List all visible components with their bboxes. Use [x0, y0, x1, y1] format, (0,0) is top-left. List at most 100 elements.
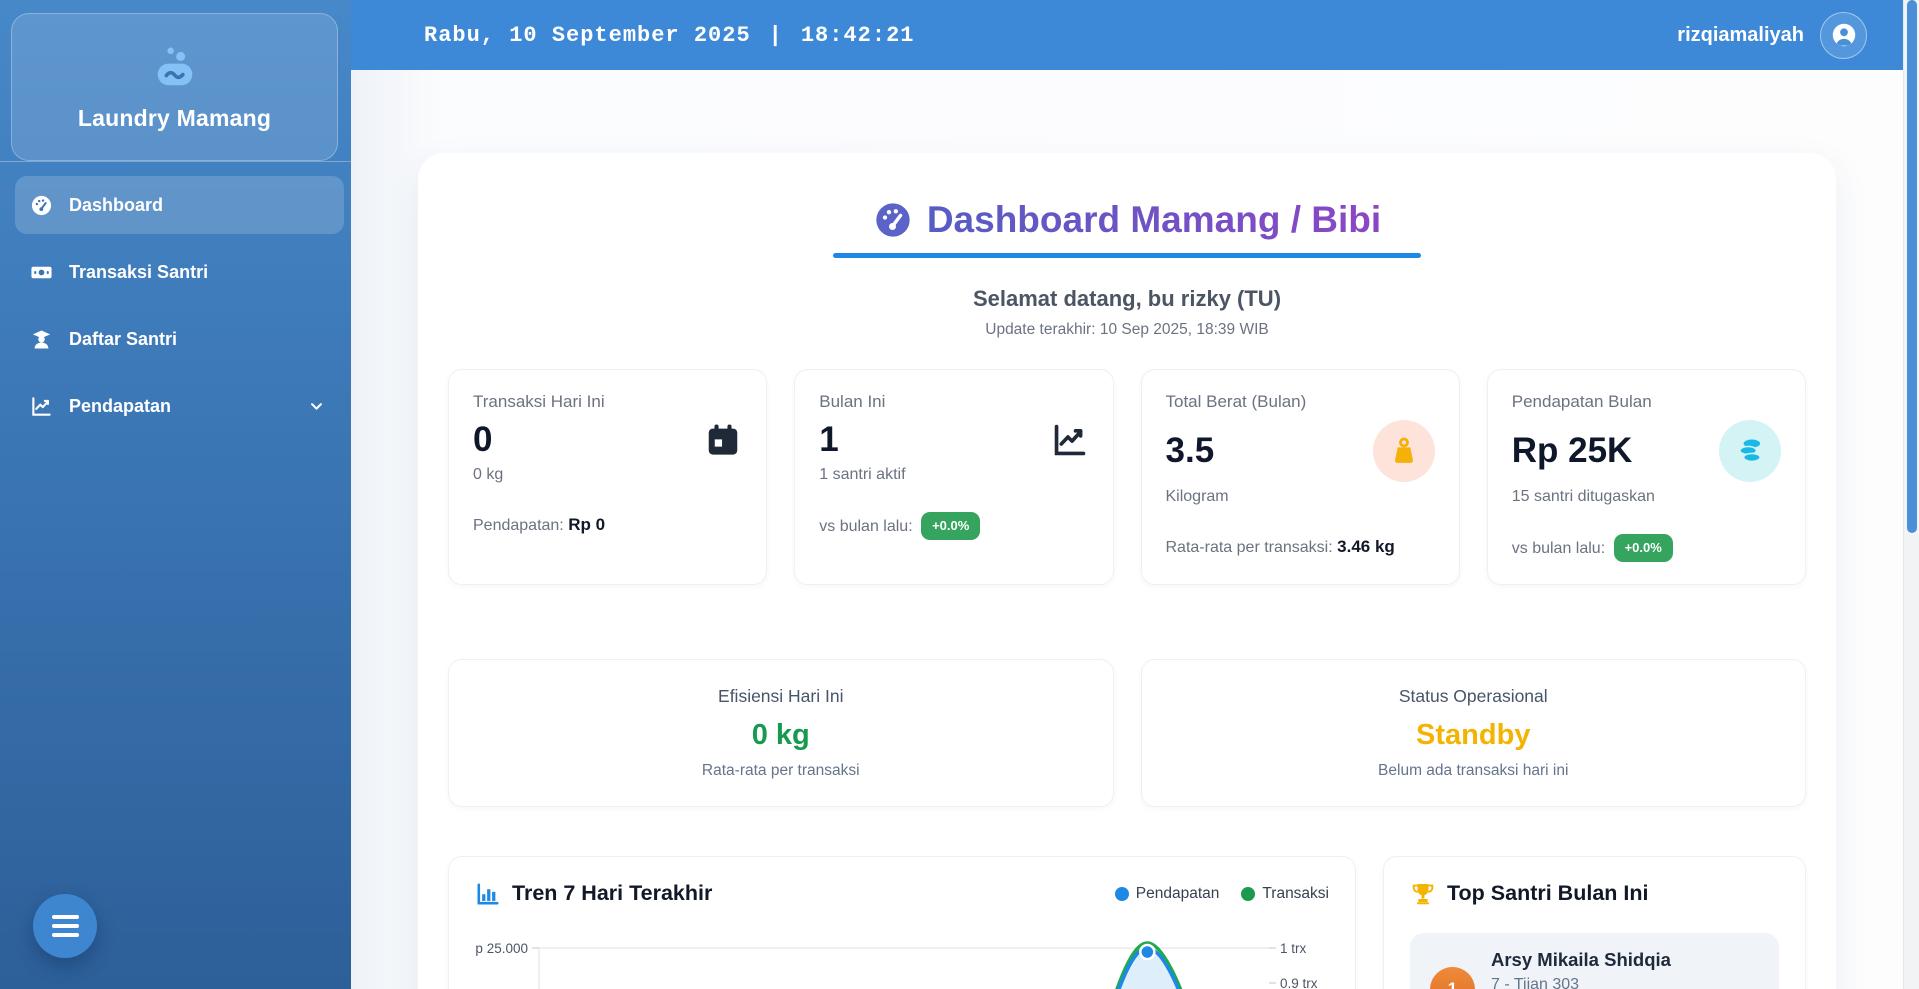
chart-header: Tren 7 Hari Terakhir Pendapatan Transaks…: [475, 881, 1329, 907]
stat-card-bulan-ini: Bulan Ini 1 1 santri aktif vs bulan lalu: [794, 369, 1114, 585]
legend-transaksi[interactable]: Transaksi: [1241, 885, 1329, 903]
stat-foot-value: 3.46 kg: [1337, 537, 1395, 556]
page-title-row: Dashboard Mamang / Bibi: [448, 199, 1806, 241]
bottom-row: Tren 7 Hari Terakhir Pendapatan Transaks…: [448, 855, 1806, 989]
chart-title: Tren 7 Hari Terakhir: [512, 881, 713, 905]
scrollbar-thumb[interactable]: [1907, 0, 1917, 533]
stat-value: Rp 25K: [1511, 431, 1633, 470]
svg-text:Rp 25.000: Rp 25.000: [475, 941, 528, 956]
dashboard-card: Dashboard Mamang / Bibi Selamat datang, …: [418, 153, 1836, 989]
stat-label: Total Berat (Bulan): [1165, 392, 1307, 411]
stat-card-transaksi-hari-ini: Transaksi Hari Ini 0 0 kg: [448, 369, 768, 585]
rank-badge: 1: [1430, 966, 1475, 989]
info-card-status-operasional: Status Operasional Standby Belum ada tra…: [1140, 658, 1806, 807]
info-card-efisiensi: Efisiensi Hari Ini 0 kg Rata-rata per tr…: [448, 658, 1114, 807]
datetime-display: Rabu, 10 September 2025 | 18:42:21: [424, 23, 914, 48]
stat-value: 3.5: [1165, 431, 1215, 470]
svg-text:0.9 trx: 0.9 trx: [1280, 976, 1318, 989]
stat-sub: 0 kg: [473, 466, 504, 483]
stat-card-pendapatan-bulan: Pendapatan Bulan Rp 25K 15: [1486, 369, 1806, 585]
app-title: Laundry Mamang: [77, 104, 272, 131]
stat-foot-value: Rp 0: [568, 515, 606, 534]
sidebar-menu: Dashboard Transaksi Santri Daftar Santri: [0, 176, 351, 435]
date-text: Rabu, 10 September 2025: [424, 22, 751, 48]
growth-badge: +0.0%: [1613, 534, 1673, 562]
sidebar-item-transaksi-santri[interactable]: Transaksi Santri: [15, 243, 344, 301]
sidebar-item-label: Dashboard: [69, 194, 164, 215]
sidebar-item-label: Transaksi Santri: [69, 261, 209, 282]
stat-value: 0: [473, 420, 493, 459]
info-label: Efisiensi Hari Ini: [718, 685, 844, 706]
hamburger-icon: [51, 915, 79, 919]
user-circle-icon: [1832, 23, 1855, 47]
stat-card-total-berat: Total Berat (Bulan) 3.5 Kilogram: [1140, 369, 1460, 585]
sidebar-item-daftar-santri[interactable]: Daftar Santri: [15, 310, 344, 368]
money-bill-icon: [31, 266, 52, 278]
topbar: Rabu, 10 September 2025 | 18:42:21 rizqi…: [351, 0, 1903, 70]
stat-sub: 1 santri aktif: [819, 466, 906, 483]
stat-label: Pendapatan Bulan: [1511, 392, 1652, 411]
page-scrollbar: [1903, 0, 1919, 989]
avatar[interactable]: [1820, 11, 1867, 59]
top-santri-title: Top Santri Bulan Ini: [1447, 881, 1649, 905]
soap-logo-icon: [157, 47, 192, 85]
page-title: Dashboard Mamang / Bibi: [926, 199, 1382, 240]
legend-dot-blue: [1114, 886, 1129, 901]
top-santri-header: Top Santri Bulan Ini: [1410, 881, 1779, 907]
santri-room: 7 - Tijan 303: [1491, 975, 1580, 989]
chevron-down-icon: [311, 403, 322, 410]
stat-value: 1: [819, 420, 839, 459]
info-label: Status Operasional: [1398, 685, 1548, 706]
title-underline: [833, 253, 1421, 258]
top-santri-list-item: 1 Arsy Mikaila Shidqia 7 - Tijan 303 1x …: [1410, 932, 1779, 989]
calendar-icon: [709, 424, 738, 455]
page-content: Dashboard Mamang / Bibi Selamat datang, …: [351, 70, 1903, 989]
stat-foot: vs bulan lalu: +0.0%: [1512, 534, 1781, 562]
app-logo: Laundry Mamang: [11, 13, 338, 161]
svg-text:1 trx: 1 trx: [1280, 941, 1307, 956]
top-santri-card: Top Santri Bulan Ini 1 Arsy Mikaila Shid…: [1383, 855, 1806, 989]
sidebar-item-pendapatan[interactable]: Pendapatan: [15, 377, 344, 435]
legend-dot-green: [1241, 886, 1256, 901]
info-value: Standby: [1416, 718, 1531, 751]
trophy-icon: [1412, 883, 1434, 904]
welcome-text: Selamat datang, bu rizky (TU): [972, 286, 1282, 311]
santri-name: Arsy Mikaila Shidqia: [1491, 948, 1671, 970]
info-row: Efisiensi Hari Ini 0 kg Rata-rata per tr…: [448, 658, 1806, 807]
info-value: 0 kg: [751, 718, 810, 751]
growth-badge: +0.0%: [921, 512, 981, 540]
sidebar-item-dashboard[interactable]: Dashboard: [15, 176, 344, 234]
info-sub: Belum ada transaksi hari ini: [1378, 761, 1569, 779]
sidebar: Laundry Mamang Dashboard: [0, 0, 351, 989]
chart-line-icon: [1054, 424, 1085, 456]
stat-sub: Kilogram: [1165, 488, 1229, 505]
main-area: Rabu, 10 September 2025 | 18:42:21 rizqi…: [351, 0, 1903, 989]
user-menu[interactable]: rizqiamaliyah: [1677, 11, 1867, 59]
chart-line-icon: [32, 396, 51, 416]
stat-foot: Rata-rata per transaksi: 3.46 kg: [1165, 537, 1395, 556]
trend-chart-card: Tren 7 Hari Terakhir Pendapatan Transaks…: [448, 855, 1356, 989]
sidebar-toggle-button[interactable]: [33, 894, 97, 958]
weight-icon: [1394, 437, 1413, 463]
datetime-separator: |: [768, 22, 783, 48]
stat-label: Transaksi Hari Ini: [473, 392, 605, 411]
stat-sub: 15 santri ditugaskan: [1511, 488, 1655, 505]
last-update-text: Update terakhir: 10 Sep 2025, 18:39 WIB: [985, 321, 1269, 338]
info-sub: Rata-rata per transaksi: [701, 761, 860, 779]
stats-row: Transaksi Hari Ini 0 0 kg: [448, 369, 1806, 585]
gauge-icon: [31, 195, 52, 215]
legend-pendapatan[interactable]: Pendapatan: [1114, 885, 1219, 903]
stat-foot: vs bulan lalu: +0.0%: [819, 512, 1088, 540]
sidebar-item-label: Daftar Santri: [69, 328, 178, 349]
time-text: 18:42:21: [800, 22, 915, 48]
sidebar-item-label: Pendapatan: [69, 395, 172, 416]
user-graduate-icon: [32, 329, 51, 349]
coins-icon: [1739, 439, 1761, 463]
stat-label: Bulan Ini: [819, 392, 886, 411]
chart-legend: Pendapatan Transaksi: [1114, 885, 1329, 903]
stat-foot: Pendapatan: Rp 0: [473, 515, 606, 534]
gauge-icon: [876, 203, 910, 237]
chart-bar-icon: [477, 882, 499, 905]
